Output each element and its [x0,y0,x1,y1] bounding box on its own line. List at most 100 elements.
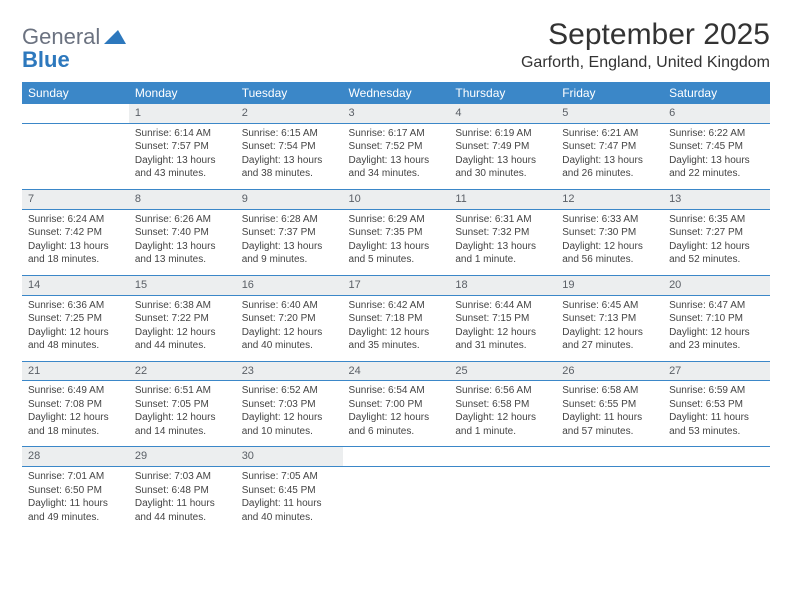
day-detail-cell: Sunrise: 6:38 AMSunset: 7:22 PMDaylight:… [129,295,236,361]
day-detail-cell: Sunrise: 7:05 AMSunset: 6:45 PMDaylight:… [236,467,343,533]
daylight-text: and 43 minutes. [135,167,230,181]
day-detail-cell: Sunrise: 6:31 AMSunset: 7:32 PMDaylight:… [449,209,556,275]
daylight-text: and 57 minutes. [562,425,657,439]
sunrise-text: Sunrise: 7:01 AM [28,470,123,484]
sunrise-text: Sunrise: 6:47 AM [669,299,764,313]
day-number-row: 78910111213 [22,189,770,209]
daylight-text: and 49 minutes. [28,511,123,525]
daylight-text: Daylight: 13 hours [349,154,444,168]
daylight-text: and 44 minutes. [135,339,230,353]
sunset-text: Sunset: 7:25 PM [28,312,123,326]
sunrise-text: Sunrise: 7:05 AM [242,470,337,484]
day-detail-cell: Sunrise: 6:51 AMSunset: 7:05 PMDaylight:… [129,381,236,447]
daylight-text: and 40 minutes. [242,511,337,525]
daylight-text: Daylight: 12 hours [669,326,764,340]
daylight-text: Daylight: 13 hours [135,240,230,254]
weekday-header: Thursday [449,82,556,104]
day-number-cell: 11 [449,189,556,209]
day-detail-row: Sunrise: 7:01 AMSunset: 6:50 PMDaylight:… [22,467,770,533]
sunset-text: Sunset: 7:22 PM [135,312,230,326]
day-number-cell [663,447,770,467]
daylight-text: and 52 minutes. [669,253,764,267]
weekday-header: Saturday [663,82,770,104]
sunrise-text: Sunrise: 6:26 AM [135,213,230,227]
daylight-text: Daylight: 13 hours [349,240,444,254]
daylight-text: Daylight: 13 hours [28,240,123,254]
daylight-text: Daylight: 12 hours [242,326,337,340]
sunrise-text: Sunrise: 6:45 AM [562,299,657,313]
daylight-text: Daylight: 13 hours [455,154,550,168]
sunrise-text: Sunrise: 6:33 AM [562,213,657,227]
day-detail-cell: Sunrise: 6:49 AMSunset: 7:08 PMDaylight:… [22,381,129,447]
day-detail-cell: Sunrise: 6:33 AMSunset: 7:30 PMDaylight:… [556,209,663,275]
daylight-text: Daylight: 13 hours [242,240,337,254]
day-number-row: 14151617181920 [22,275,770,295]
weekday-header: Friday [556,82,663,104]
daylight-text: and 38 minutes. [242,167,337,181]
sunset-text: Sunset: 6:45 PM [242,484,337,498]
day-detail-cell: Sunrise: 6:42 AMSunset: 7:18 PMDaylight:… [343,295,450,361]
daylight-text: and 18 minutes. [28,253,123,267]
sunset-text: Sunset: 6:58 PM [455,398,550,412]
daylight-text: Daylight: 12 hours [28,411,123,425]
daylight-text: Daylight: 12 hours [455,326,550,340]
sunset-text: Sunset: 7:40 PM [135,226,230,240]
day-number-cell [343,447,450,467]
daylight-text: Daylight: 11 hours [135,497,230,511]
sunrise-text: Sunrise: 6:59 AM [669,384,764,398]
day-detail-cell: Sunrise: 6:59 AMSunset: 6:53 PMDaylight:… [663,381,770,447]
daylight-text: and 30 minutes. [455,167,550,181]
header: General Blue September 2025 Garforth, En… [22,18,770,72]
weekday-header: Wednesday [343,82,450,104]
day-number-cell: 28 [22,447,129,467]
day-detail-cell: Sunrise: 6:47 AMSunset: 7:10 PMDaylight:… [663,295,770,361]
sunset-text: Sunset: 7:10 PM [669,312,764,326]
sunset-text: Sunset: 7:42 PM [28,226,123,240]
sunrise-text: Sunrise: 6:31 AM [455,213,550,227]
brand-logo: General Blue [22,18,126,71]
day-number-cell: 12 [556,189,663,209]
daylight-text: Daylight: 13 hours [242,154,337,168]
day-detail-cell: Sunrise: 6:54 AMSunset: 7:00 PMDaylight:… [343,381,450,447]
day-detail-cell [343,467,450,533]
daylight-text: and 27 minutes. [562,339,657,353]
daylight-text: and 13 minutes. [135,253,230,267]
day-number-cell: 2 [236,104,343,123]
day-number-cell: 14 [22,275,129,295]
day-detail-cell [556,467,663,533]
daylight-text: and 1 minute. [455,253,550,267]
daylight-text: and 5 minutes. [349,253,444,267]
sunrise-text: Sunrise: 6:40 AM [242,299,337,313]
sunset-text: Sunset: 7:05 PM [135,398,230,412]
day-detail-cell: Sunrise: 6:56 AMSunset: 6:58 PMDaylight:… [449,381,556,447]
day-detail-cell: Sunrise: 6:15 AMSunset: 7:54 PMDaylight:… [236,123,343,189]
sunset-text: Sunset: 7:54 PM [242,140,337,154]
sunrise-text: Sunrise: 6:14 AM [135,127,230,141]
day-detail-cell: Sunrise: 6:21 AMSunset: 7:47 PMDaylight:… [556,123,663,189]
daylight-text: Daylight: 12 hours [135,326,230,340]
sunset-text: Sunset: 7:00 PM [349,398,444,412]
weekday-header: Monday [129,82,236,104]
daylight-text: and 6 minutes. [349,425,444,439]
day-number-cell: 4 [449,104,556,123]
sunset-text: Sunset: 6:53 PM [669,398,764,412]
daylight-text: Daylight: 11 hours [562,411,657,425]
daylight-text: and 18 minutes. [28,425,123,439]
sunrise-text: Sunrise: 6:22 AM [669,127,764,141]
day-number-cell: 7 [22,189,129,209]
month-title: September 2025 [521,18,770,52]
day-detail-cell: Sunrise: 6:44 AMSunset: 7:15 PMDaylight:… [449,295,556,361]
sunrise-text: Sunrise: 7:03 AM [135,470,230,484]
day-number-cell: 20 [663,275,770,295]
sunset-text: Sunset: 7:45 PM [669,140,764,154]
sunset-text: Sunset: 7:32 PM [455,226,550,240]
daylight-text: and 48 minutes. [28,339,123,353]
sunset-text: Sunset: 7:15 PM [455,312,550,326]
sunset-text: Sunset: 7:47 PM [562,140,657,154]
calendar-table: Sunday Monday Tuesday Wednesday Thursday… [22,82,770,532]
day-detail-cell [22,123,129,189]
daylight-text: and 56 minutes. [562,253,657,267]
day-number-cell: 3 [343,104,450,123]
daylight-text: Daylight: 12 hours [349,326,444,340]
daylight-text: Daylight: 12 hours [455,411,550,425]
